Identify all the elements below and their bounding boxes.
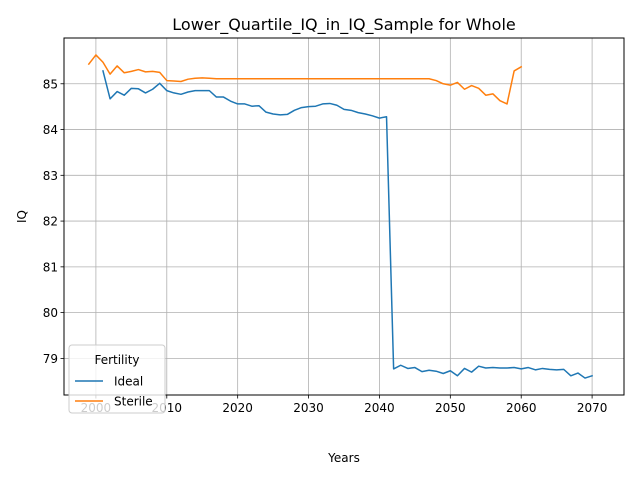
legend-label-sterile: Sterile xyxy=(114,395,153,409)
chart-title: Lower_Quartile_IQ_in_IQ_Sample for Whole xyxy=(172,15,515,35)
x-tick-label: 2020 xyxy=(222,401,253,415)
x-tick-label: 2070 xyxy=(577,401,608,415)
series-lines xyxy=(87,54,594,379)
y-tick-label: 84 xyxy=(43,123,58,137)
y-tick-label: 85 xyxy=(43,77,58,91)
y-tick-label: 83 xyxy=(43,169,58,183)
y-tick-label: 82 xyxy=(43,215,58,229)
legend-box xyxy=(68,344,166,414)
series-line-ideal xyxy=(102,70,594,379)
y-tick-label: 80 xyxy=(43,306,58,320)
y-tick-label: 81 xyxy=(43,260,58,274)
legend-label-ideal: Ideal xyxy=(114,375,143,389)
series-line-sterile xyxy=(87,54,523,105)
x-tick-label: 2030 xyxy=(293,401,324,415)
plot-frame xyxy=(63,37,625,396)
x-axis-label: Years xyxy=(327,451,360,465)
x-tick-label: 2050 xyxy=(435,401,466,415)
y-tick-label: 79 xyxy=(43,352,58,366)
x-tick-label: 2040 xyxy=(364,401,395,415)
legend: Fertility Ideal Sterile xyxy=(68,344,166,414)
y-axis-label: IQ xyxy=(15,210,29,223)
x-tick-label: 2060 xyxy=(506,401,537,415)
legend-title: Fertility xyxy=(94,353,139,367)
